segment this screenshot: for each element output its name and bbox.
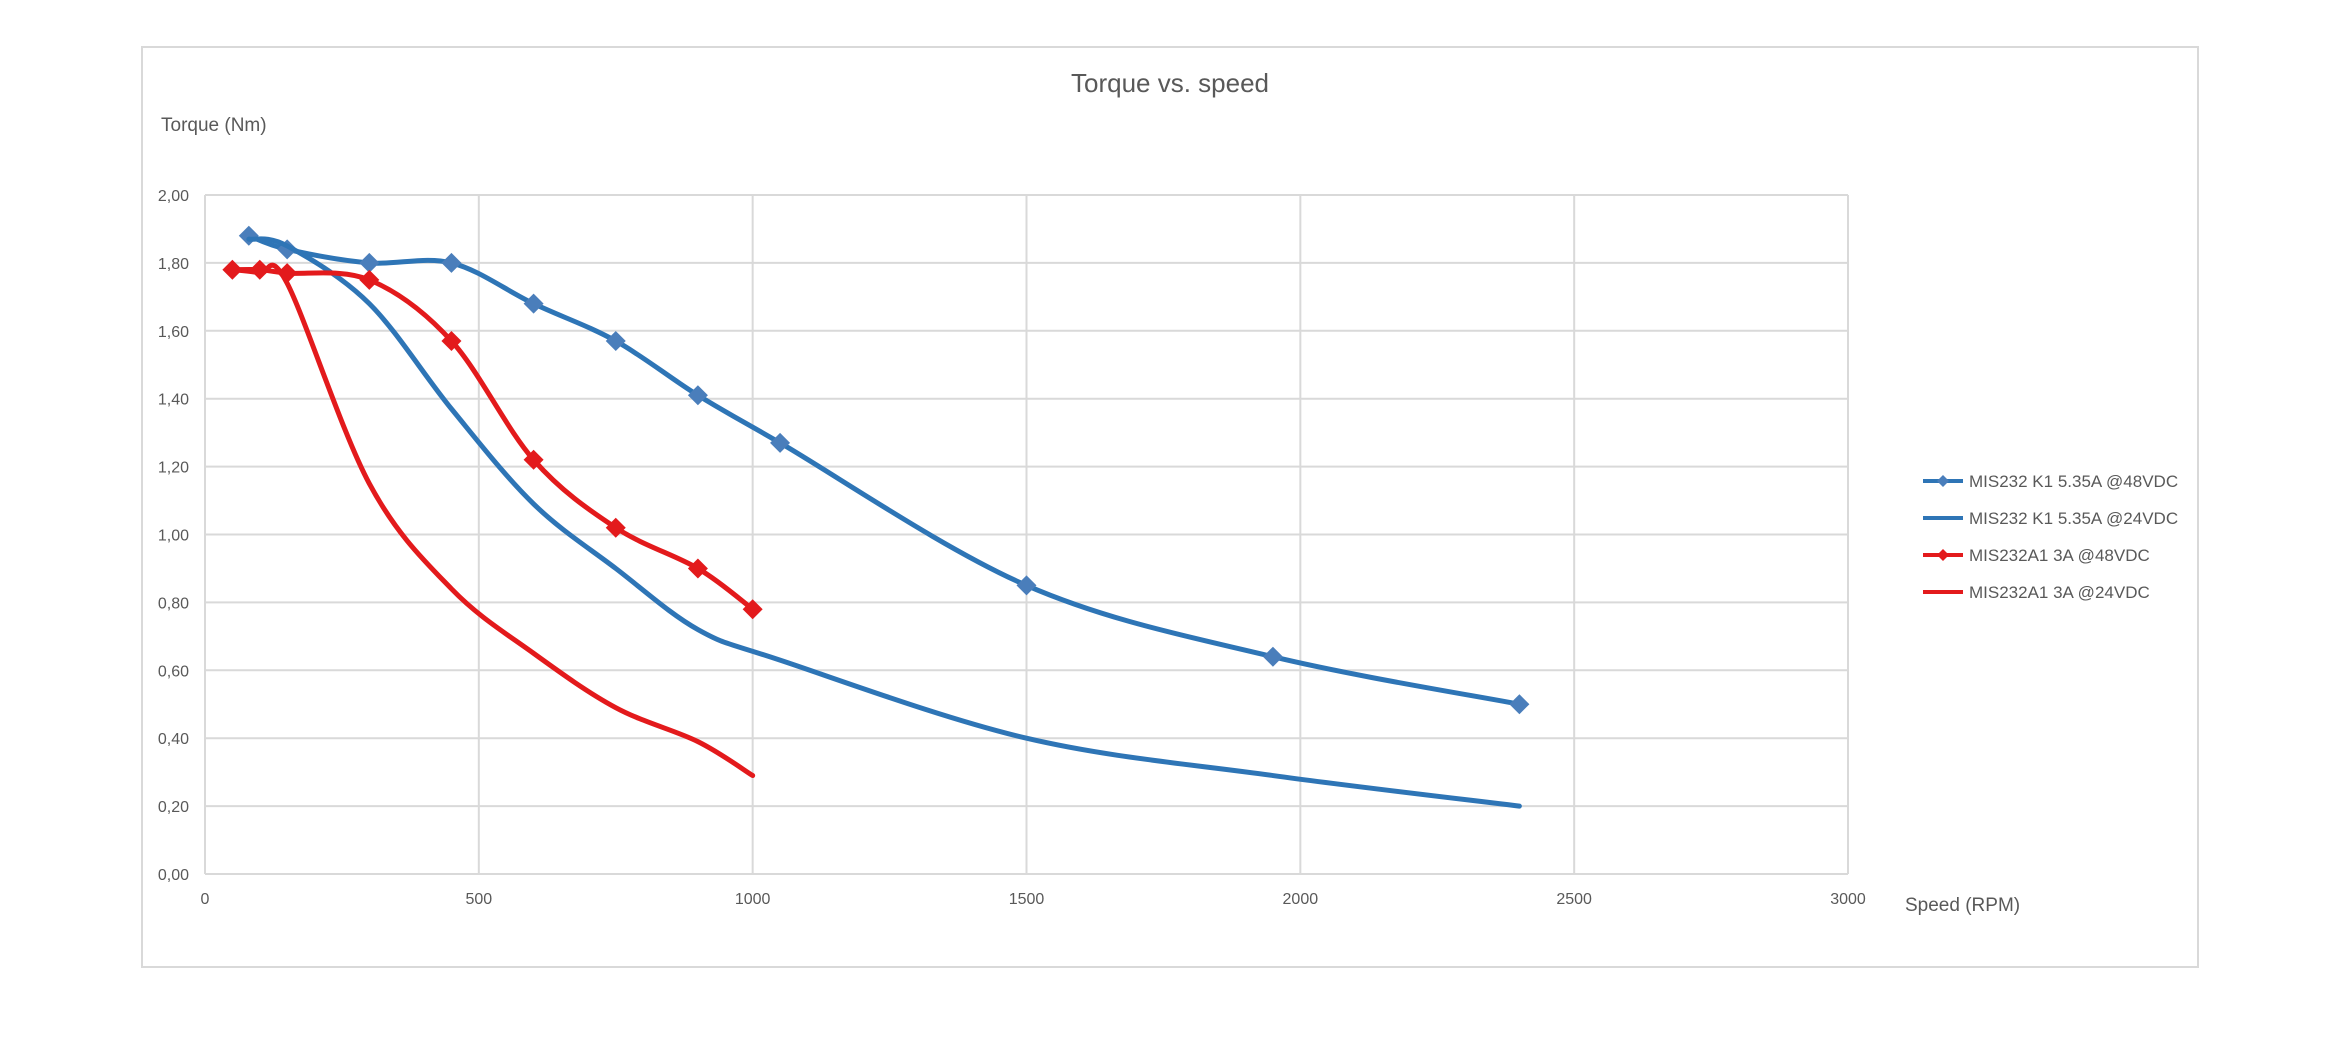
legend-label: MIS232A1 3A @48VDC — [1969, 546, 2150, 565]
tick-labels: 0,00 0,20 0,40 0,60 0,80 1,00 1,20 1,40 1,60 1,80… — [158, 188, 1866, 908]
data-point — [523, 293, 544, 314]
chart-title: Torque vs. speed — [1071, 68, 1269, 98]
legend-marker — [1937, 475, 1949, 487]
y-tick-label: 1,60 — [158, 324, 189, 341]
data-point — [359, 269, 380, 290]
y-tick-label: 0,80 — [158, 595, 189, 612]
data-point — [1262, 646, 1283, 667]
x-tick-label: 1500 — [1009, 891, 1045, 908]
data-point — [605, 517, 626, 538]
x-tick-label: 0 — [201, 891, 210, 908]
legend-label: MIS232 K1 5.35A @48VDC — [1969, 472, 2178, 491]
series-1 — [238, 225, 1530, 715]
chart-frame — [141, 46, 2199, 968]
x-tick-label: 2000 — [1283, 891, 1319, 908]
data-point — [742, 599, 763, 620]
series-2 — [246, 236, 1522, 809]
data-point — [249, 259, 270, 280]
data-point — [523, 449, 544, 470]
data-point — [1509, 694, 1530, 715]
series-4 — [229, 262, 756, 779]
y-tick-label: 1,80 — [158, 256, 189, 273]
y-tick-label: 0,40 — [158, 731, 189, 748]
data-point — [1016, 575, 1037, 596]
series-3 — [222, 259, 763, 620]
legend-entry: MIS232 K1 5.35A @48VDC — [1923, 472, 2178, 491]
series-lines — [222, 225, 1530, 809]
y-tick-label: 0,60 — [158, 663, 189, 680]
legend-label: MIS232A1 3A @24VDC — [1969, 583, 2150, 602]
data-point — [441, 330, 462, 351]
data-point — [359, 252, 380, 273]
y-tick-label: 1,20 — [158, 460, 189, 477]
x-axis-title: Speed (RPM) — [1905, 895, 2020, 916]
y-tick-label: 0,20 — [158, 799, 189, 816]
data-point — [770, 432, 791, 453]
data-point — [687, 558, 708, 579]
legend: MIS232 K1 5.35A @48VDC MIS232 K1 5.35A @2… — [1923, 472, 2178, 602]
series-line — [246, 236, 1522, 809]
x-tick-label: 3000 — [1830, 891, 1866, 908]
series-line — [229, 266, 756, 612]
series-line — [246, 233, 1522, 707]
legend-entry: MIS232A1 3A @24VDC — [1923, 583, 2150, 602]
legend-entry: MIS232A1 3A @48VDC — [1923, 546, 2150, 565]
data-point — [687, 385, 708, 406]
legend-label: MIS232 K1 5.35A @24VDC — [1969, 509, 2178, 528]
data-point — [238, 225, 259, 246]
grid — [204, 194, 1849, 875]
legend-entry: MIS232 K1 5.35A @24VDC — [1923, 509, 2178, 528]
legend-marker — [1937, 549, 1949, 561]
x-tick-label: 500 — [465, 891, 492, 908]
data-point — [605, 330, 626, 351]
y-tick-label: 1,00 — [158, 528, 189, 545]
x-tick-label: 2500 — [1556, 891, 1592, 908]
data-point — [441, 252, 462, 273]
y-tick-label: 2,00 — [158, 188, 189, 205]
series-line — [229, 262, 756, 779]
y-tick-label: 1,40 — [158, 392, 189, 409]
x-tick-label: 1000 — [735, 891, 771, 908]
y-tick-label: 0,00 — [158, 867, 189, 884]
y-axis-title: Torque (Nm) — [161, 115, 267, 136]
